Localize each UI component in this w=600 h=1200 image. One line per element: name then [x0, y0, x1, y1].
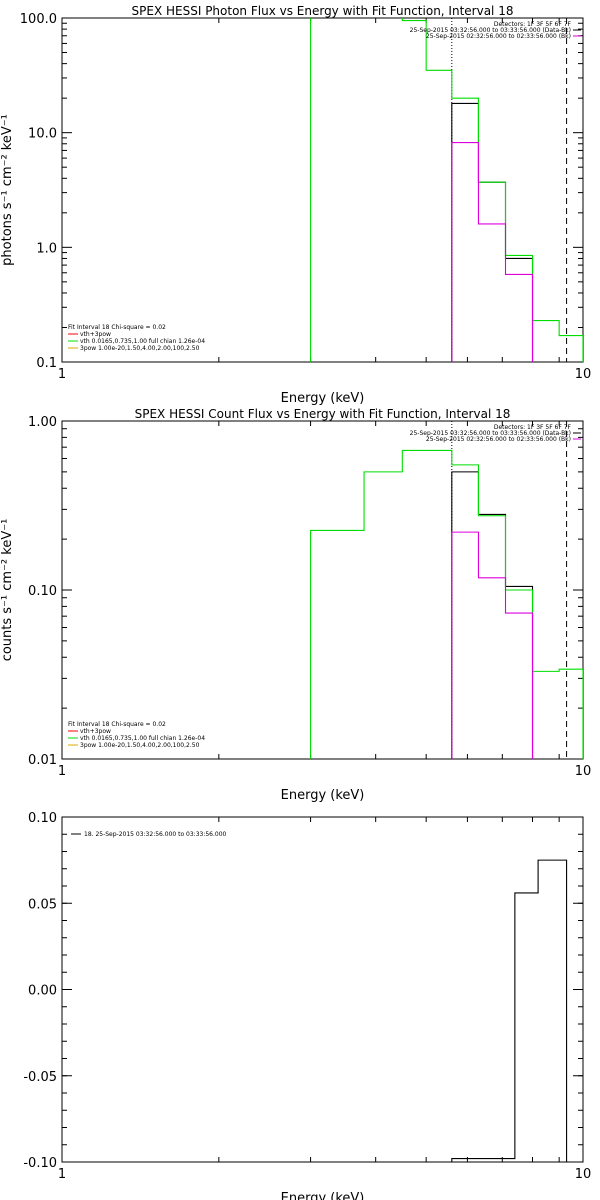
y-tick-label: 0.05	[28, 897, 57, 912]
x-axis-label: Energy (keV)	[281, 1191, 365, 1200]
legend-entry: vth 0.0165,0.735,1.00 full chian 1.26e-0…	[80, 735, 205, 742]
plot-frame	[61, 420, 584, 760]
chart-panel-1: SPEX HESSI Photon Flux vs Energy with Fi…	[0, 4, 592, 406]
legend-entry: vth 0.0165,0.735,1.00 full chian 1.26e-0…	[80, 338, 205, 345]
legend-entry: vth+3pow	[80, 331, 111, 338]
series-step-1	[451, 471, 534, 759]
series-step-2	[310, 449, 583, 759]
legend-entry: Fit Interval 18 Chi-square = 0.02	[68, 721, 166, 728]
x-axis-label: Energy (keV)	[281, 788, 365, 803]
legend-entry: 3pow 1.00e-20,1.50,4.00,2.00,100,2.50	[80, 742, 200, 749]
legend-entry: vth+3pow	[80, 728, 111, 735]
y-tick-label: 0.10	[28, 584, 57, 599]
plot-frame	[61, 816, 584, 1163]
y-axis-label: counts s⁻¹ cm⁻² keV⁻¹	[0, 519, 15, 662]
x-tick-label: 1	[58, 764, 66, 779]
y-axis-label: photons s⁻¹ cm⁻² keV⁻¹	[0, 114, 15, 266]
info-line: 25-Sep-2015 02:32:56.000 to 02:33:56.000…	[426, 33, 571, 40]
info-line: 25-Sep-2015 02:32:56.000 to 02:33:56.000…	[426, 436, 571, 443]
series-group	[310, 449, 583, 759]
series-step-1	[451, 859, 568, 1162]
y-tick-label: -0.10	[23, 1156, 57, 1171]
chart-panel-2: SPEX HESSI Count Flux vs Energy with Fit…	[0, 407, 591, 803]
info-line: Detectors: 1F 3F 5F 6F 7F	[494, 21, 572, 28]
legend-entry: 3pow 1.00e-20,1.50,4.00,2.00,100,2.50	[80, 345, 200, 352]
x-axis-label: Energy (keV)	[281, 391, 365, 406]
x-tick-label: 10	[575, 1167, 592, 1182]
series-step-3	[451, 141, 534, 362]
series-group	[310, 18, 583, 362]
y-tick-label: 0.10	[28, 811, 57, 826]
series-step-3	[451, 531, 534, 759]
chart-title: SPEX HESSI Photon Flux vs Energy with Fi…	[132, 4, 514, 18]
y-tick-label: 0.00	[28, 984, 57, 999]
chart-title: SPEX HESSI Count Flux vs Energy with Fit…	[135, 407, 511, 421]
x-tick-label: 10	[575, 764, 592, 779]
y-tick-label: 1.0	[36, 241, 57, 256]
info-line: Detectors: 1F 3F 5F 6F 7F	[494, 424, 572, 431]
y-tick-label: 10.0	[28, 127, 57, 142]
legend-entry: Fit Interval 18 Chi-square = 0.02	[68, 324, 166, 331]
y-tick-label: 1.00	[28, 415, 57, 430]
legend-entry: 18. 25-Sep-2015 03:32:56.000 to 03:33:56…	[84, 831, 227, 838]
series-group	[451, 859, 568, 1162]
y-tick-label: 100.0	[20, 12, 57, 27]
series-step-2	[310, 18, 583, 362]
x-tick-label: 1	[58, 367, 66, 382]
y-tick-label: 0.1	[36, 356, 57, 371]
chart-panel-3: 1 10 -0.10 -0.05 0.00 0.05 0.10 Energy (keV) 18.…	[23, 811, 591, 1200]
info-line: 25-Sep-2015 03:32:56.000 to 03:33:56.000…	[410, 430, 571, 437]
y-tick-label: -0.05	[23, 1070, 57, 1085]
y-tick-label: 0.01	[28, 753, 57, 768]
x-tick-label: 10	[575, 367, 592, 382]
x-tick-label: 1	[58, 1167, 66, 1182]
plot-frame	[61, 17, 584, 363]
info-line: 25-Sep-2015 03:32:56.000 to 03:33:56.000…	[410, 27, 571, 34]
